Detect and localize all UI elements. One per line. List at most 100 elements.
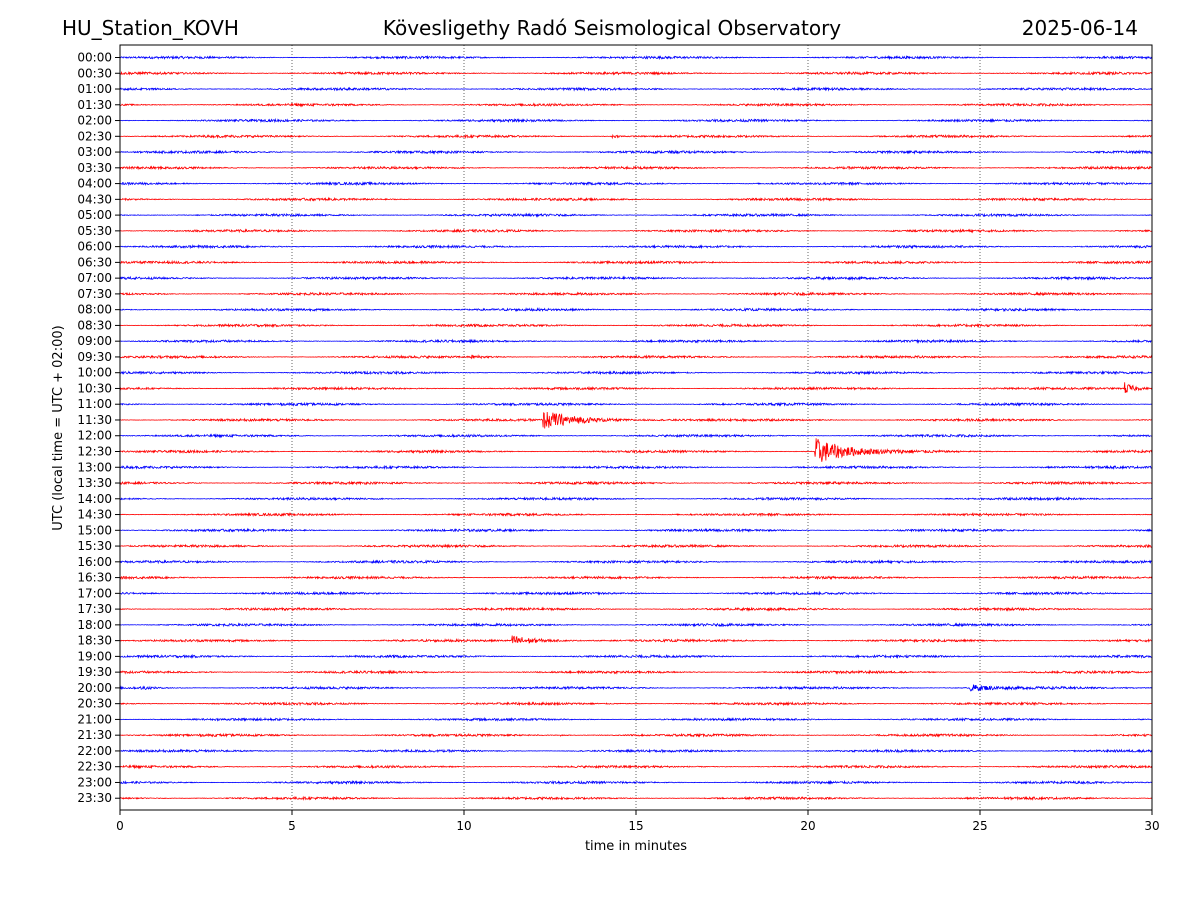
y-tick-label-20:00: 20:00 [77, 681, 112, 695]
y-tick-label-15:00: 15:00 [77, 523, 112, 537]
y-tick-label-02:30: 02:30 [77, 129, 112, 143]
trace-12:30 [119, 438, 1153, 462]
y-tick-label-04:00: 04:00 [77, 177, 112, 191]
y-tick-label-18:30: 18:30 [77, 634, 112, 648]
trace-08:30 [119, 323, 1153, 329]
x-tick-label-30: 30 [1144, 819, 1159, 833]
trace-23:00 [119, 779, 1153, 786]
trace-15:30 [119, 543, 1153, 549]
x-axis-label: time in minutes [585, 839, 687, 854]
x-tick-label-10: 10 [456, 819, 471, 833]
trace-03:30 [119, 165, 1153, 171]
trace-13:00 [119, 464, 1153, 470]
x-tick-label-20: 20 [800, 819, 815, 833]
y-tick-label-17:00: 17:00 [77, 586, 112, 600]
y-tick-label-22:30: 22:30 [77, 760, 112, 774]
trace-04:00 [119, 180, 1153, 187]
chart-title: Kövesligethy Radó Seismological Observat… [383, 16, 841, 40]
y-tick-label-15:30: 15:30 [77, 539, 112, 553]
y-tick-label-23:30: 23:30 [77, 791, 112, 805]
y-tick-label-00:30: 00:30 [77, 66, 112, 80]
y-tick-label-10:30: 10:30 [77, 381, 112, 395]
trace-19:30 [119, 669, 1153, 675]
x-ticks: 0 5 10 15 20 25 30 [116, 810, 1160, 833]
trace-22:00 [119, 748, 1153, 754]
trace-19:00 [119, 653, 1153, 660]
trace-17:00 [119, 590, 1153, 596]
trace-21:30 [119, 732, 1153, 738]
trace-17:30 [119, 606, 1153, 612]
trace-00:00 [119, 54, 1153, 61]
trace-01:30 [119, 102, 1153, 108]
trace-02:30 [119, 133, 1153, 140]
trace-10:00 [119, 370, 1153, 376]
y-tick-label-13:30: 13:30 [77, 476, 112, 490]
y-tick-label-03:00: 03:00 [77, 145, 112, 159]
chart-date: 2025-06-14 [1022, 16, 1138, 40]
y-tick-label-16:00: 16:00 [77, 555, 112, 569]
y-tick-label-07:30: 07:30 [77, 287, 112, 301]
trace-14:30 [119, 512, 1153, 518]
y-tick-label-05:30: 05:30 [77, 224, 112, 238]
trace-11:00 [119, 401, 1153, 407]
trace-06:00 [119, 244, 1153, 250]
y-tick-label-11:00: 11:00 [77, 397, 112, 411]
trace-09:00 [119, 338, 1153, 344]
trace-05:30 [119, 228, 1153, 234]
trace-05:00 [119, 212, 1153, 218]
y-tick-label-01:30: 01:30 [77, 98, 112, 112]
y-tick-label-08:00: 08:00 [77, 303, 112, 317]
y-tick-label-19:30: 19:30 [77, 665, 112, 679]
y-tick-label-18:00: 18:00 [77, 618, 112, 632]
x-tick-label-15: 15 [628, 819, 643, 833]
trace-12:00 [119, 433, 1153, 439]
trace-18:00 [119, 622, 1153, 628]
y-tick-label-04:30: 04:30 [77, 192, 112, 206]
trace-15:00 [119, 527, 1153, 533]
trace-08:00 [119, 307, 1153, 313]
y-tick-label-14:00: 14:00 [77, 492, 112, 506]
trace-07:30 [119, 291, 1153, 297]
trace-23:30 [119, 795, 1153, 801]
trace-18:30 [119, 635, 1153, 644]
trace-00:30 [119, 70, 1153, 76]
y-tick-label-05:00: 05:00 [77, 208, 112, 222]
trace-06:30 [119, 259, 1153, 265]
y-tick-label-22:00: 22:00 [77, 744, 112, 758]
y-tick-label-09:00: 09:00 [77, 334, 112, 348]
trace-07:00 [119, 275, 1153, 281]
y-tick-label-17:30: 17:30 [77, 602, 112, 616]
y-tick-label-23:00: 23:00 [77, 775, 112, 789]
trace-14:00 [119, 496, 1153, 502]
y-tick-label-12:30: 12:30 [77, 445, 112, 459]
trace-01:00 [119, 86, 1153, 92]
y-tick-label-00:00: 00:00 [77, 51, 112, 65]
trace-16:00 [119, 559, 1153, 565]
y-tick-label-07:00: 07:00 [77, 271, 112, 285]
y-tick-label-02:00: 02:00 [77, 114, 112, 128]
y-tick-label-16:30: 16:30 [77, 571, 112, 585]
y-tick-label-06:30: 06:30 [77, 255, 112, 269]
trace-20:30 [119, 701, 1153, 707]
y-tick-label-08:30: 08:30 [77, 318, 112, 332]
y-axis-label: UTC (local time = UTC + 02:00) [51, 325, 66, 530]
trace-20:00 [119, 684, 1153, 692]
trace-21:00 [119, 716, 1153, 723]
trace-09:30 [119, 354, 1153, 360]
x-tick-label-0: 0 [116, 819, 124, 833]
y-tick-label-13:00: 13:00 [77, 460, 112, 474]
y-tick-label-20:30: 20:30 [77, 697, 112, 711]
trace-16:30 [119, 575, 1153, 581]
x-tick-label-5: 5 [288, 819, 296, 833]
y-tick-label-11:30: 11:30 [77, 413, 112, 427]
trace-03:00 [119, 149, 1153, 155]
y-tick-label-19:00: 19:00 [77, 649, 112, 663]
trace-10:30 [119, 382, 1153, 394]
plot-frame [119, 44, 1153, 811]
trace-13:30 [119, 480, 1153, 486]
y-tick-label-09:30: 09:30 [77, 350, 112, 364]
seismic-traces [119, 54, 1153, 801]
